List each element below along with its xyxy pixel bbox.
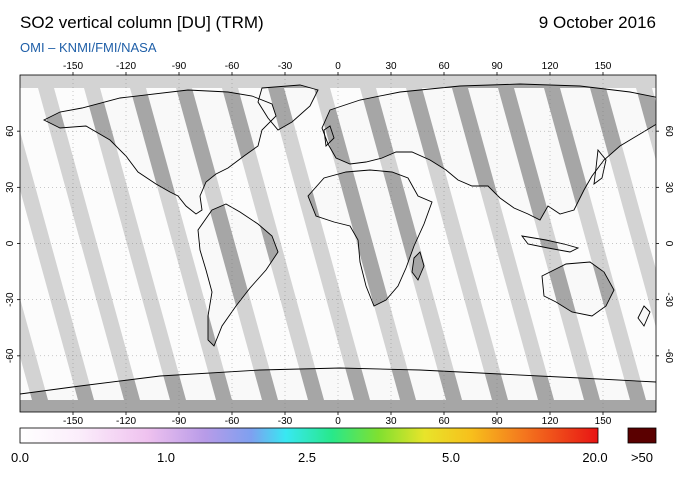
colorbar-label-4: 20.0: [582, 450, 608, 465]
lat-label-left-0: 0: [5, 240, 16, 246]
colorbar-overflow: [627, 427, 657, 444]
lon-label-top--60: -60: [225, 61, 240, 72]
island-indonesia-coastline: [520, 235, 580, 253]
swath-15: [514, 88, 630, 400]
colorbar-label-1: 1.0: [156, 450, 176, 465]
lon-label-top-90: 90: [491, 61, 503, 72]
swath-17: [606, 88, 656, 270]
lat-label-right-0: 0: [663, 241, 674, 247]
lon-label-bottom--150: -150: [63, 416, 83, 427]
swath-7: [146, 88, 262, 400]
lat-label-left-60: 60: [5, 125, 16, 137]
lon-label-bottom-150: 150: [595, 416, 612, 427]
lon-label-bottom-30: 30: [385, 416, 397, 427]
swath-2: [20, 356, 32, 400]
lat-label-left--30: -30: [5, 292, 16, 307]
swath-10: [284, 88, 400, 400]
swath-9: [238, 88, 354, 400]
continent-australia-coastline: [541, 261, 615, 317]
swath-14: [468, 88, 584, 400]
swath-11: [330, 88, 446, 400]
swath-8: [192, 88, 308, 400]
swath-3: [20, 189, 78, 400]
continent-south-america-coastline: [197, 203, 279, 347]
coastlines: [20, 83, 656, 395]
map-axis-ticks: -150 -150 -120 -120 -90 -90 -60 -60 -30 -30 0 0 30 30…: [5, 61, 674, 427]
satellite-swaths: [20, 88, 656, 400]
lon-label-bottom-0: 0: [335, 416, 341, 427]
lon-label-top-30: 30: [385, 61, 397, 72]
map-title: SO2 vertical column [DU] (TRM): [20, 13, 264, 32]
swath-18: [652, 88, 656, 103]
lat-label-right-60: 60: [663, 126, 674, 138]
island-japan-coastline: [593, 148, 607, 185]
lon-label-top--90: -90: [172, 61, 187, 72]
lat-label-right--60: -60: [663, 349, 674, 364]
lon-label-bottom--90: -90: [172, 416, 187, 427]
swath-13: [422, 88, 538, 400]
lat-label-left--60: -60: [5, 348, 16, 363]
lon-label-bottom-60: 60: [438, 416, 450, 427]
lat-label-right--30: -30: [663, 292, 674, 307]
map-gridlines: [20, 75, 656, 412]
continent-africa-coastline: [307, 169, 433, 307]
continent-eurasia-coastline: [321, 83, 656, 221]
colorbar: [19, 427, 599, 444]
lon-label-top--150: -150: [63, 61, 83, 72]
lon-label-top-120: 120: [542, 61, 559, 72]
colorbar-label-0: 0.0: [10, 450, 30, 465]
lat-label-left-30: 30: [5, 181, 16, 193]
swath-5: [54, 88, 170, 400]
island-madagascar-coastline: [411, 251, 425, 281]
swath-12: [376, 88, 492, 400]
continent-north-america-coastline: [42, 89, 277, 215]
colorbar-label-5: >50: [630, 450, 654, 465]
lon-label-bottom--30: -30: [278, 416, 293, 427]
antarctica-coastline: [20, 367, 656, 395]
lat-label-right-30: 30: [663, 182, 674, 194]
colorbar-label-2: 2.5: [297, 450, 317, 465]
colorbar-label-3: 5.0: [441, 450, 461, 465]
lon-label-bottom-90: 90: [491, 416, 503, 427]
island-new-zealand-coastline: [637, 305, 651, 327]
lon-label-bottom-120: 120: [542, 416, 559, 427]
island-uk-coastline: [323, 125, 335, 147]
lon-label-top-150: 150: [595, 61, 612, 72]
swath-6: [100, 88, 216, 400]
lon-label-bottom--60: -60: [225, 416, 240, 427]
swath-4: [20, 88, 124, 400]
lon-label-top-0: 0: [335, 61, 341, 72]
lon-label-top--120: -120: [116, 61, 136, 72]
data-source: OMI – KNMI/FMI/NASA: [20, 40, 157, 55]
lon-label-bottom--120: -120: [116, 416, 136, 427]
swath-16: [560, 88, 656, 400]
continent-greenland-coastline: [257, 84, 319, 131]
lon-label-top-60: 60: [438, 61, 450, 72]
lon-label-top--30: -30: [278, 61, 293, 72]
map-date: 9 October 2016: [538, 13, 656, 32]
